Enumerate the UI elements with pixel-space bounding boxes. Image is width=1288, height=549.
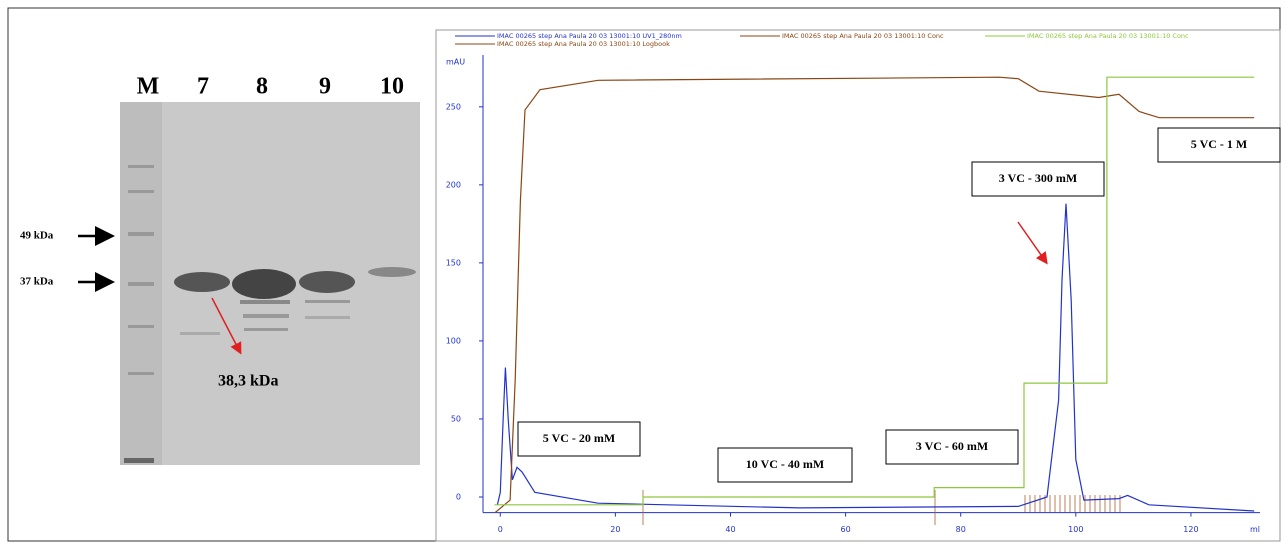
- chromatogram: 0 50 100 150 200 250 0 20 40 60 80 100 120 mAU ml IMAC …: [446, 32, 1280, 534]
- x-tick-label: 60: [841, 525, 851, 534]
- figure: M 7 8 9 10 49 kDa 37 kDa 38,3 kDa 0 50 100 150 2…: [0, 0, 1288, 549]
- y-tick-label: 100: [446, 336, 461, 345]
- figure-svg: M 7 8 9 10 49 kDa 37 kDa 38,3 kDa 0 50 100 150 2…: [0, 0, 1288, 549]
- annotation: 5 VC - 20 mM: [543, 431, 615, 445]
- annotation: 3 VC - 300 mM: [999, 171, 1077, 185]
- x-tick-label: 80: [956, 525, 966, 534]
- band-label: 38,3 kDa: [218, 373, 278, 390]
- x-axis-label: ml: [1250, 525, 1260, 534]
- legend-label: IMAC 00265 step Ana Paula 20 03 13001:10…: [782, 32, 944, 40]
- legend-label: IMAC 00265 step Ana Paula 20 03 13001:10…: [497, 32, 682, 40]
- y-tick-label: 150: [446, 258, 461, 267]
- x-tick-label: 100: [1068, 525, 1083, 534]
- lane-label: 7: [197, 74, 209, 100]
- lane-label: 8: [256, 74, 268, 100]
- peak-arrow: [1018, 222, 1046, 262]
- lane-labels: M 7 8 9 10: [137, 74, 404, 100]
- x-tick-label: 40: [725, 525, 735, 534]
- x-tick-label: 0: [498, 525, 503, 534]
- marker-label: 49 kDa: [20, 230, 54, 242]
- lane-label: M: [137, 74, 160, 100]
- y-tick-label: 200: [446, 180, 461, 189]
- annotation: 10 VC - 40 mM: [746, 457, 824, 471]
- lane-label: 10: [380, 74, 404, 100]
- series-line: [497, 204, 1254, 511]
- lane-label: 9: [319, 74, 331, 100]
- annotation: 5 VC - 1 M: [1191, 137, 1247, 151]
- x-tick-label: 120: [1183, 525, 1198, 534]
- annotation: 3 VC - 60 mM: [916, 439, 988, 453]
- legend-label: IMAC 00265 step Ana Paula 20 03 13001:10…: [1027, 32, 1189, 40]
- legend-label: IMAC 00265 step Ana Paula 20 03 13001:10…: [497, 40, 670, 48]
- y-tick-label: 50: [451, 414, 461, 423]
- y-tick-label: 0: [456, 492, 461, 501]
- y-tick-label: 250: [446, 102, 461, 111]
- y-axis-label: mAU: [446, 58, 465, 67]
- x-tick-label: 20: [610, 525, 620, 534]
- marker-label: 37 kDa: [20, 276, 54, 288]
- chart-frame: [436, 30, 1280, 541]
